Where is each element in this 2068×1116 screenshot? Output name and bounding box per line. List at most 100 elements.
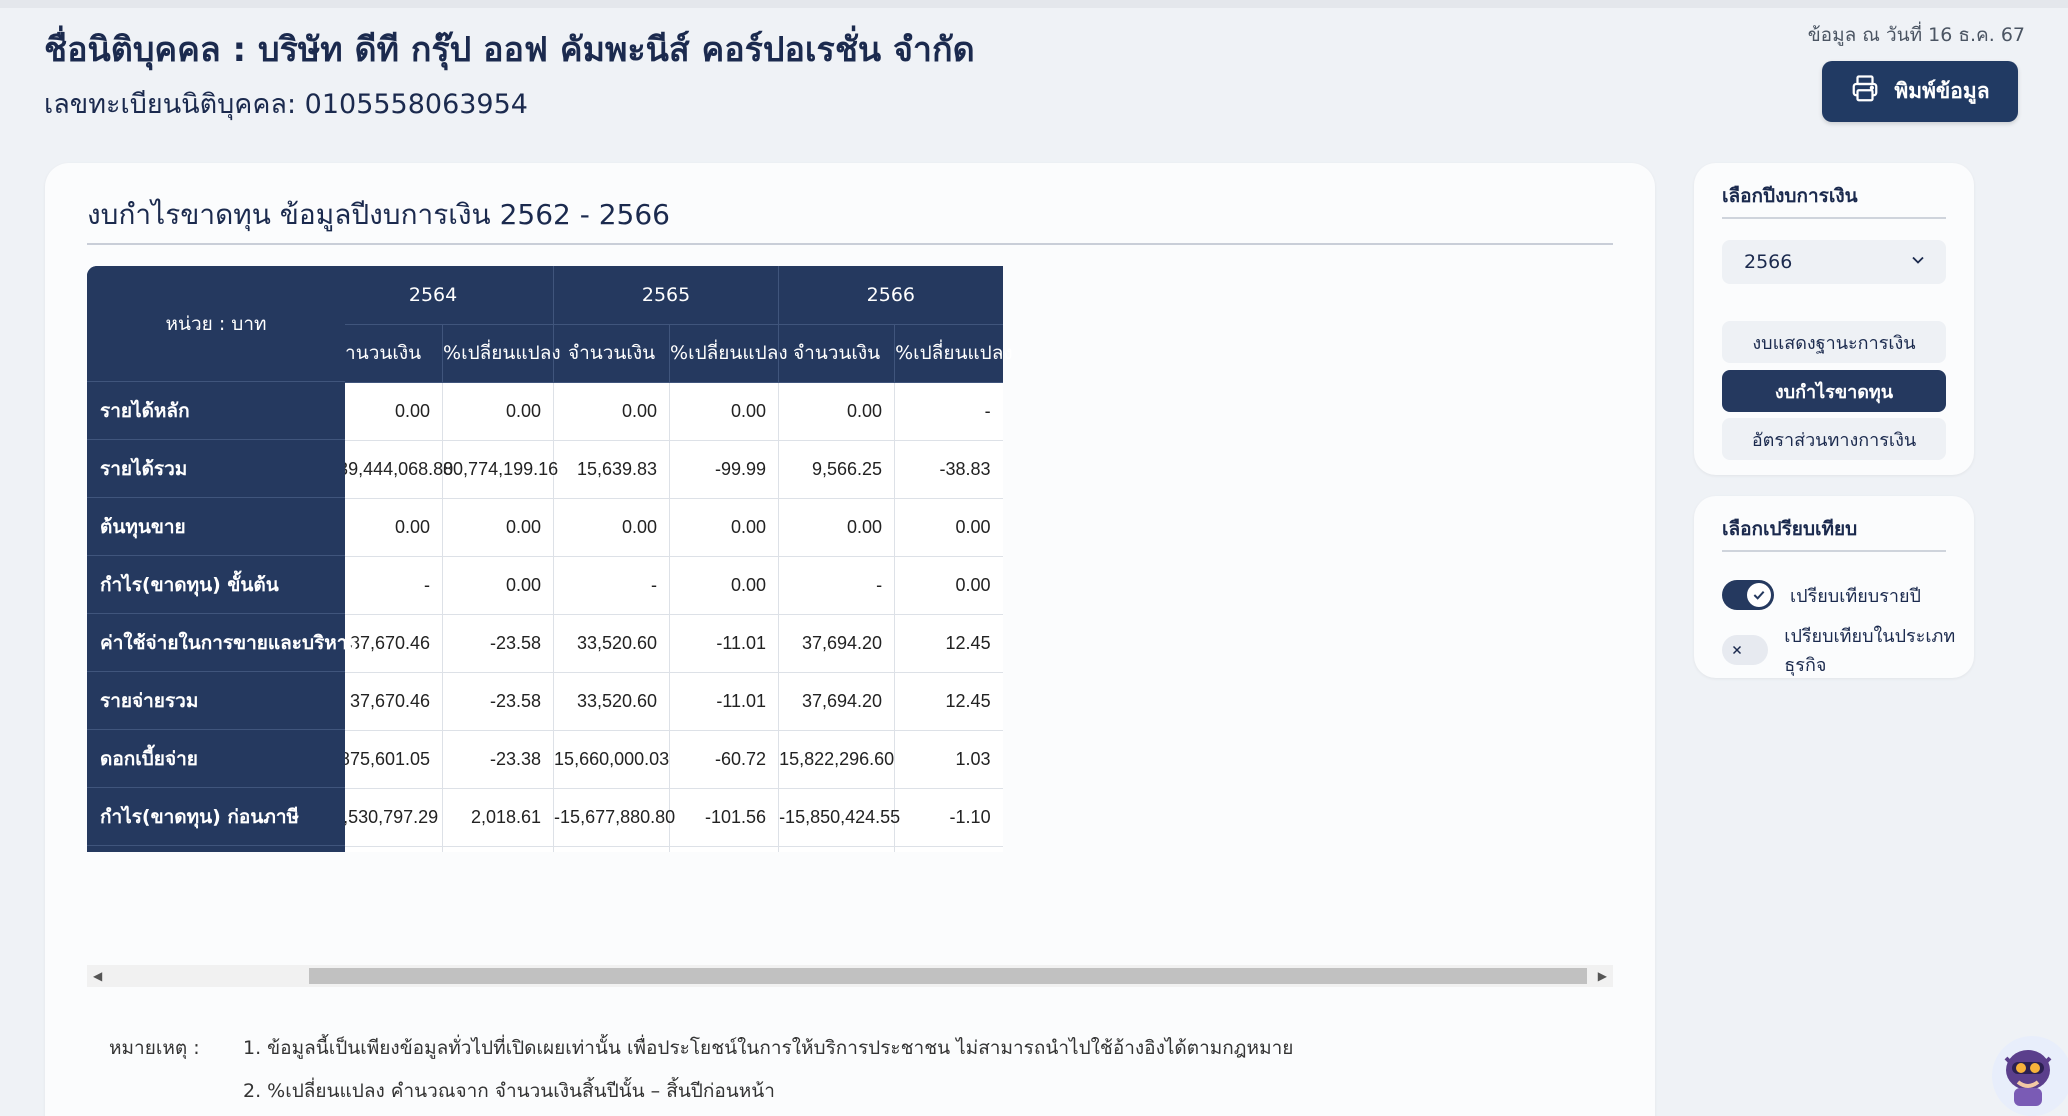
data-date: ข้อมูล ณ วันที่ 16 ธ.ค. 67: [1807, 24, 2025, 46]
note-line-2: 2. %เปลี่ยนแปลง คำนวณจาก จำนวนเงินสิ้นปี…: [243, 1080, 775, 1102]
amount-column-header: จำนวนเงิน: [553, 324, 670, 383]
table-cell: 0.00: [778, 846, 895, 852]
balance-sheet-button[interactable]: งบแสดงฐานะการเงิน: [1722, 321, 1946, 363]
compare-industry-label: เปรียบเทียบในประเภทธุรกิจ: [1784, 626, 1956, 676]
divider: [87, 243, 1613, 245]
row-label: รายได้หลัก: [87, 382, 345, 440]
table-cell: 0.00: [669, 498, 779, 557]
table-cell: -1.10: [894, 788, 1003, 847]
year-selector-card: เลือกปีงบการเงิน 2566 งบแสดงฐานะการเงิน …: [1694, 163, 1974, 475]
table-cell: -38.83: [894, 440, 1003, 499]
check-icon: [1747, 583, 1771, 607]
table-cell: 0.00: [778, 382, 895, 441]
compare-yearly-row: เปรียบเทียบรายปี: [1722, 580, 1921, 610]
table-cell: 0.00: [553, 498, 670, 557]
financial-ratios-button[interactable]: อัตราส่วนทางการเงิน: [1722, 418, 1946, 460]
table-cell: 1.03: [894, 730, 1003, 789]
divider: [1722, 217, 1946, 219]
card-title: งบกำไรขาดทุน ข้อมูลปีงบการเงิน 2562 - 25…: [87, 198, 670, 231]
table-cell: -60.72: [669, 730, 779, 789]
notes-label: หมายเหตุ :: [109, 1037, 200, 1059]
year-select[interactable]: 2566: [1722, 240, 1946, 284]
row-label: กำไร(ขาดทุน) ก่อนภาษี: [87, 788, 345, 846]
change-column-header: %เปลี่ยนแปลง: [894, 324, 1013, 383]
table-cell: 0.00: [442, 382, 554, 441]
table-cell: -11.01: [669, 672, 779, 731]
table-cell: 0.00: [553, 846, 670, 852]
compare-industry-toggle[interactable]: [1722, 635, 1769, 665]
compare-yearly-label: เปรียบเทียบรายปี: [1790, 585, 1921, 607]
table-cell: -: [553, 556, 670, 615]
row-label: กำไร(ขาดทุน) ขั้นต้น: [87, 556, 345, 614]
income-statement-table[interactable]: 25622563256425652566 จำนวนเงิน%เปลี่ยนแป…: [87, 266, 1613, 852]
compare-card: เลือกเปรียบเทียบ เปรียบเทียบรายปี เปรียบ…: [1694, 496, 1974, 678]
table-cell: 0.00: [778, 498, 895, 557]
row-label: ค่าใช้จ่ายในการขายและบริหาร: [87, 614, 358, 672]
income-statement-card: งบกำไรขาดทุน ข้อมูลปีงบการเงิน 2562 - 25…: [45, 163, 1655, 1116]
row-label: ภาษีเงินได้: [87, 846, 345, 852]
table-cell: 0.00: [894, 556, 1003, 615]
table-cell: -15,677,880.80: [553, 788, 675, 847]
table-cell: 0.00: [669, 382, 779, 441]
row-label: รายได้รวม: [87, 440, 345, 498]
table-cell: 12.45: [894, 672, 1003, 731]
table-cell: 33,520.60: [553, 672, 670, 731]
change-column-header: %เปลี่ยนแปลง: [442, 324, 561, 383]
table-cell: 9,566.25: [778, 440, 895, 499]
table-cell: -23.58: [442, 614, 554, 673]
table-cell: -23.58: [442, 672, 554, 731]
row-label-column: หน่วย : บาท รายได้หลัก รายได้รวม ต้นทุนขาย…: [87, 266, 358, 852]
table-cell: -: [778, 556, 895, 615]
company-name: ชื่อนิติบุคคล : บริษัท ดีที กรุ๊ป ออฟ คั…: [44, 30, 975, 70]
scrollbar-thumb[interactable]: [309, 968, 1587, 984]
table-cell: 12.45: [894, 614, 1003, 673]
printer-icon: [1850, 74, 1880, 109]
table-cell: 37,694.20: [778, 672, 895, 731]
amount-column-header: จำนวนเงิน: [778, 324, 895, 383]
table-cell: 0.00: [894, 846, 1003, 852]
year-header-2564: 2564: [312, 266, 554, 325]
compare-title: เลือกเปรียบเทียบ: [1722, 518, 1858, 540]
selected-year: 2566: [1744, 251, 1793, 273]
table-cell: 0.00: [669, 846, 779, 852]
table-cell: 2,018.61: [442, 788, 554, 847]
table-cell: -11.01: [669, 614, 779, 673]
table-cell: 15,639.83: [553, 440, 670, 499]
table-cell: -23.38: [442, 730, 554, 789]
table-cell: 33,520.60: [553, 614, 670, 673]
table-cell: 80,774,199.16: [442, 440, 558, 499]
year-header-2565: 2565: [553, 266, 779, 325]
table-cell: 0.00: [442, 498, 554, 557]
table-cell: -99.99: [669, 440, 779, 499]
unit-label: หน่วย : บาท: [87, 266, 345, 382]
top-border: [0, 0, 2068, 8]
note-line-1: 1. ข้อมูลนี้เป็นเพียงข้อมูลทั่วไปที่เปิด…: [243, 1037, 1294, 1059]
chevron-left-icon[interactable]: ◀: [93, 969, 103, 983]
table-cell: -: [894, 382, 1003, 441]
compare-industry-row: เปรียบเทียบในประเภทธุรกิจ: [1722, 621, 1974, 679]
table-cell: -15,850,424.55: [778, 788, 900, 847]
table-cell: 0.00: [553, 382, 670, 441]
table-cell: 15,822,296.60: [778, 730, 895, 789]
table-cell: 0.00: [894, 498, 1003, 557]
table-cell: 0.00: [442, 846, 554, 852]
chevron-down-icon: [1912, 256, 1924, 264]
change-column-header: %เปลี่ยนแปลง: [669, 324, 788, 383]
row-label: ต้นทุนขาย: [87, 498, 345, 556]
table-cell: -101.56: [669, 788, 779, 847]
horizontal-scrollbar[interactable]: ◀ ▶: [87, 965, 1613, 987]
row-label: รายจ่ายรวม: [87, 672, 345, 730]
table-cell: 0.00: [669, 556, 779, 615]
compare-yearly-toggle[interactable]: [1722, 580, 1774, 610]
table-cell: 37,694.20: [778, 614, 895, 673]
registration-number: เลขทะเบียนนิติบุคคล: 0105558063954: [44, 89, 528, 120]
income-statement-button[interactable]: งบกำไรขาดทุน: [1722, 370, 1946, 412]
divider: [1722, 550, 1946, 552]
chevron-right-icon[interactable]: ▶: [1597, 969, 1607, 983]
mascot-icon[interactable]: [1984, 1024, 2068, 1116]
print-label: พิมพ์ข้อมูล: [1894, 79, 1990, 103]
row-label: ดอกเบี้ยจ่าย: [87, 730, 345, 788]
print-button[interactable]: พิมพ์ข้อมูล: [1822, 61, 2018, 122]
close-icon: [1725, 638, 1749, 662]
table-cell: 15,660,000.03: [553, 730, 670, 789]
